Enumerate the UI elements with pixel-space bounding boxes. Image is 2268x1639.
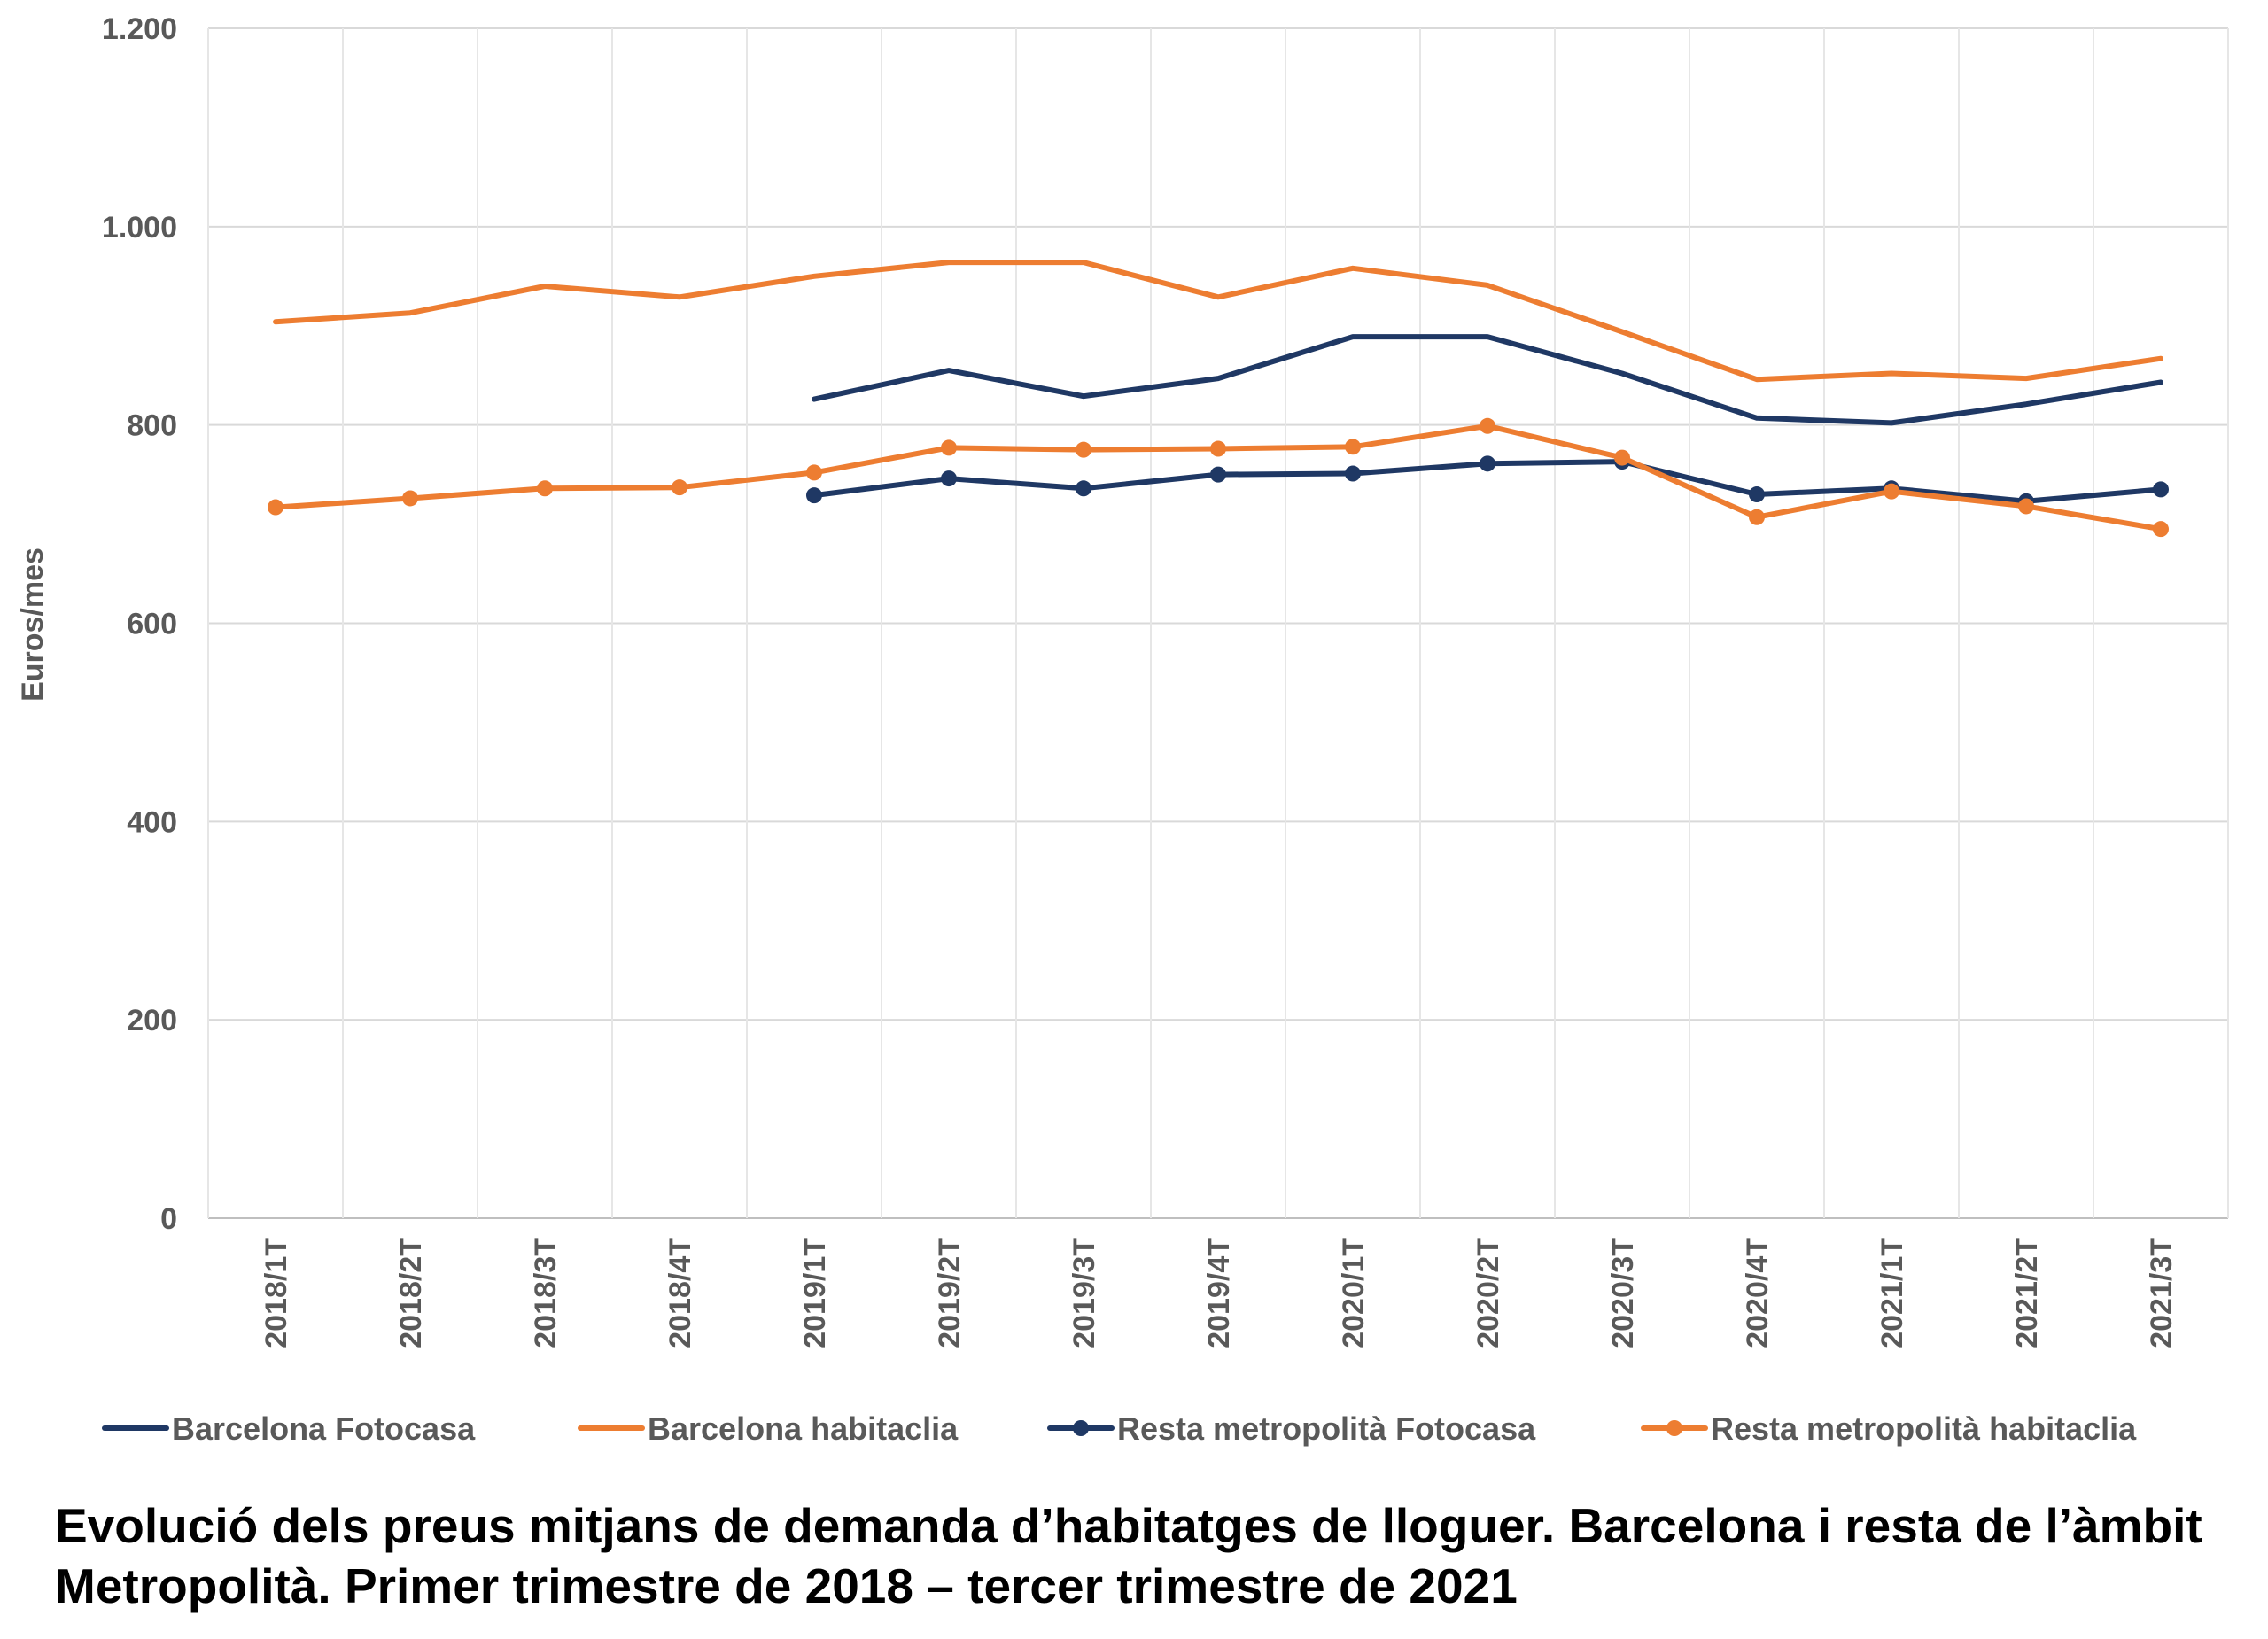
x-tick-label: 2021/3T bbox=[2145, 1238, 2179, 1348]
data-point bbox=[2153, 481, 2169, 498]
chart-grid bbox=[207, 27, 2229, 1219]
legend-label: Resta metropolità habitaclia bbox=[1711, 1410, 2137, 1447]
y-tick-label: 200 bbox=[127, 1004, 177, 1037]
x-tick-label: 2019/3T bbox=[1068, 1238, 1101, 1348]
series-line bbox=[273, 260, 2163, 383]
legend-item: Resta metropolità habitaclia bbox=[1641, 1410, 2137, 1447]
x-tick-label: 2020/1T bbox=[1337, 1238, 1371, 1348]
legend-item: Barcelona habitaclia bbox=[578, 1410, 959, 1447]
legend-label: Resta metropolità Fotocasa bbox=[1117, 1410, 1536, 1447]
data-point bbox=[1749, 486, 1765, 503]
data-point bbox=[537, 480, 553, 497]
data-point bbox=[1345, 465, 1361, 482]
chart-series bbox=[268, 260, 2169, 538]
data-point bbox=[1480, 417, 1495, 434]
data-point bbox=[268, 499, 284, 516]
x-tick-label: 2020/4T bbox=[1741, 1238, 1775, 1348]
data-point bbox=[1210, 466, 1226, 483]
x-tick-label: 2020/2T bbox=[1472, 1238, 1505, 1348]
series-line bbox=[812, 334, 2163, 426]
data-point bbox=[1076, 480, 1091, 497]
x-tick-label: 2018/3T bbox=[529, 1238, 563, 1348]
x-axis-ticks: 2018/1T 2018/2T 2018/3T 2018/4T 2019/1T 2019/… bbox=[260, 1238, 2179, 1348]
x-tick-label: 2021/1T bbox=[1876, 1238, 1909, 1348]
data-point bbox=[2018, 498, 2034, 515]
series-barcelona-fotocasa bbox=[812, 334, 2163, 426]
x-tick-label: 2019/2T bbox=[933, 1238, 967, 1348]
y-tick-label: 400 bbox=[127, 805, 177, 839]
y-tick-label: 1.000 bbox=[102, 211, 177, 245]
y-axis-title: Euros/mes bbox=[16, 548, 50, 702]
legend-item: Barcelona Fotocasa bbox=[102, 1410, 476, 1447]
data-point bbox=[1480, 455, 1495, 472]
data-point bbox=[402, 490, 418, 507]
series-resta-metropolit-habitaclia bbox=[268, 417, 2169, 538]
data-point bbox=[1749, 509, 1765, 525]
x-tick-label: 2020/3T bbox=[1606, 1238, 1640, 1348]
data-point bbox=[1210, 440, 1226, 457]
x-tick-label: 2021/2T bbox=[2010, 1238, 2044, 1348]
y-axis-ticks: 0 200 400 600 800 1.000 1.200 bbox=[102, 12, 177, 1236]
data-point bbox=[1614, 449, 1630, 466]
x-tick-label: 2019/4T bbox=[1202, 1238, 1236, 1348]
y-tick-label: 600 bbox=[127, 608, 177, 641]
data-point bbox=[806, 487, 822, 504]
data-point bbox=[806, 464, 822, 481]
data-point bbox=[1884, 483, 1899, 500]
data-point bbox=[1076, 441, 1091, 458]
y-tick-label: 0 bbox=[160, 1202, 177, 1236]
legend-swatch-marker bbox=[1073, 1420, 1089, 1436]
series-barcelona-habitaclia bbox=[273, 260, 2163, 383]
legend-item: Resta metropolità Fotocasa bbox=[1047, 1410, 1536, 1447]
legend-label: Barcelona Fotocasa bbox=[172, 1410, 476, 1447]
legend-swatch-marker bbox=[1666, 1420, 1682, 1436]
data-point bbox=[2153, 521, 2169, 538]
x-tick-label: 2018/4T bbox=[664, 1238, 697, 1348]
series-resta-metropolit-fotocasa bbox=[806, 454, 2169, 509]
x-tick-label: 2018/2T bbox=[394, 1238, 428, 1348]
y-tick-label: 1.200 bbox=[102, 12, 177, 46]
x-tick-label: 2018/1T bbox=[260, 1238, 293, 1348]
data-point bbox=[672, 479, 687, 496]
data-point bbox=[941, 439, 957, 456]
figure-caption: Evolució dels preus mitjans de demanda d… bbox=[55, 1498, 2202, 1613]
legend-label: Barcelona habitaclia bbox=[648, 1410, 959, 1447]
chart-legend: Barcelona Fotocasa Barcelona habitaclia Re… bbox=[102, 1410, 2137, 1447]
x-tick-label: 2019/1T bbox=[798, 1238, 832, 1348]
y-tick-label: 800 bbox=[127, 409, 177, 443]
data-point bbox=[941, 470, 957, 487]
data-point bbox=[1345, 439, 1361, 455]
